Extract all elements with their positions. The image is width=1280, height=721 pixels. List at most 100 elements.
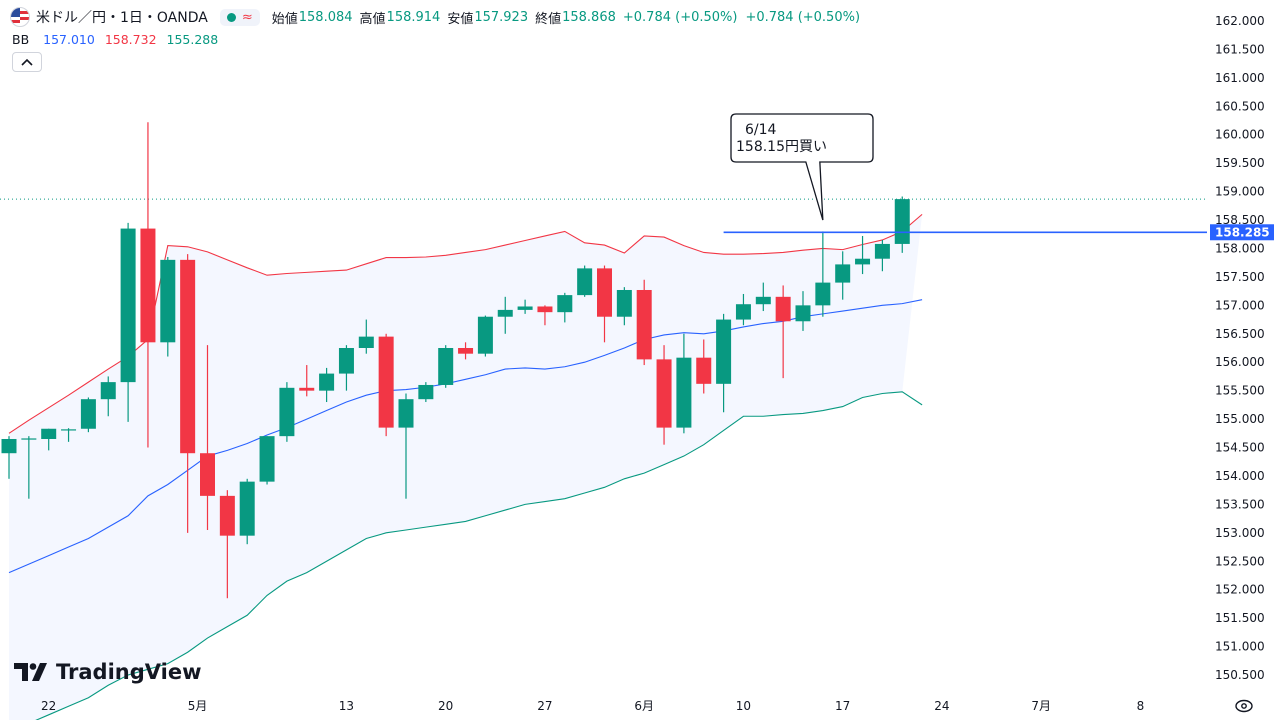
y-axis-tick-label: 158.500	[1215, 213, 1265, 227]
candle-body[interactable]	[676, 357, 692, 428]
currency-flag-icon	[10, 7, 30, 27]
y-axis-tick-label: 155.500	[1215, 384, 1265, 398]
high-label: 高値	[359, 11, 386, 27]
y-axis-tick-label: 154.500	[1215, 441, 1265, 455]
trade-callout[interactable]	[730, 113, 874, 221]
last-price-label: 158.285	[1215, 225, 1270, 239]
candle-body[interactable]	[656, 359, 672, 428]
y-axis-tick-label: 152.500	[1215, 554, 1265, 568]
chevron-up-icon	[21, 58, 33, 66]
candle-body[interactable]	[80, 399, 96, 429]
tradingview-logo[interactable]: TradingView	[14, 660, 201, 684]
tradingview-logo-icon	[14, 663, 47, 681]
market-status-pill[interactable]: ≈	[219, 8, 260, 26]
logo-text: TradingView	[56, 660, 202, 684]
last-price-label-box	[1210, 224, 1274, 241]
change-value-secondary: +0.784 (+0.50%)	[745, 9, 861, 25]
candle-body[interactable]	[855, 258, 871, 265]
candle-body[interactable]	[180, 259, 196, 454]
y-axis-tick-label: 157.000	[1215, 298, 1265, 312]
candle-body[interactable]	[299, 387, 315, 391]
bb-lower-line	[35, 391, 923, 720]
x-axis-tick-label: 24	[934, 699, 949, 713]
bb-lower-value: 155.288	[166, 32, 219, 47]
y-axis-tick-label: 161.000	[1215, 71, 1265, 85]
x-axis-tick-label: 13	[339, 699, 354, 713]
candle-body[interactable]	[597, 268, 612, 317]
bb-name: BB	[12, 32, 30, 47]
y-axis-tick-label: 154.000	[1215, 469, 1265, 483]
low-value: 157.923	[474, 9, 529, 25]
y-axis-tick-label: 151.000	[1215, 640, 1265, 654]
candle-body[interactable]	[775, 296, 791, 322]
gear-icon[interactable]	[1233, 696, 1255, 716]
open-value: 158.084	[298, 9, 353, 25]
high-value: 158.914	[386, 9, 441, 25]
close-label: 終値	[535, 11, 562, 27]
candle-body[interactable]	[517, 306, 533, 310]
candle-body[interactable]	[61, 429, 77, 431]
candle-body[interactable]	[716, 319, 732, 384]
candle-body[interactable]	[577, 268, 593, 296]
bb-indicator-legend[interactable]: BB 157.010 158.732 155.288	[12, 32, 218, 47]
candle-body[interactable]	[21, 438, 37, 440]
open-label: 始値	[271, 11, 298, 27]
candle-body[interactable]	[338, 348, 354, 374]
candle-body[interactable]	[200, 453, 215, 496]
candle-body[interactable]	[160, 259, 176, 343]
candle-body[interactable]	[497, 309, 513, 317]
x-axis-tick-label: 10	[736, 699, 751, 713]
candle-body[interactable]	[616, 289, 632, 317]
candle-body[interactable]	[438, 348, 454, 385]
candle-body[interactable]	[378, 336, 394, 428]
x-axis-tick-label: 6月	[634, 699, 654, 713]
y-axis-tick-label: 153.500	[1215, 497, 1265, 511]
x-axis-tick-label: 17	[835, 699, 850, 713]
candle-body[interactable]	[100, 382, 116, 400]
x-axis-tick-label: 20	[438, 699, 453, 713]
y-axis-tick-label: 158.000	[1215, 241, 1265, 255]
candle-body[interactable]	[477, 316, 493, 354]
candle-body[interactable]	[874, 243, 890, 259]
y-axis-tick-label: 159.500	[1215, 156, 1265, 170]
candle-body[interactable]	[259, 436, 275, 482]
y-axis-tick-label: 156.500	[1215, 327, 1265, 341]
bb-middle-line	[8, 299, 923, 574]
candle-body[interactable]	[636, 289, 652, 360]
candle-body[interactable]	[41, 428, 57, 439]
candle-body[interactable]	[418, 384, 434, 400]
candle-body[interactable]	[735, 304, 751, 320]
close-value: 158.868	[562, 9, 616, 25]
y-axis-tick-label: 156.000	[1215, 355, 1265, 369]
candle-body[interactable]	[696, 357, 712, 384]
low-label: 安値	[447, 11, 474, 27]
candle-body[interactable]	[1, 438, 17, 454]
x-axis-tick-label: 8	[1137, 699, 1145, 713]
candle-body[interactable]	[279, 387, 295, 437]
candle-body[interactable]	[815, 282, 831, 306]
x-axis-tick-label: 5月	[188, 699, 208, 713]
x-axis-tick-label: 27	[537, 699, 552, 713]
candle-body[interactable]	[537, 306, 553, 313]
candle-body[interactable]	[795, 305, 811, 322]
candle-body[interactable]	[239, 481, 255, 536]
candle-body[interactable]	[319, 373, 335, 391]
candle-body[interactable]	[140, 228, 156, 343]
x-axis-tick-label: 22	[41, 699, 56, 713]
candle-body[interactable]	[219, 495, 235, 536]
candle-body[interactable]	[557, 295, 573, 313]
settings-gear-icon	[1235, 699, 1253, 713]
candle-body[interactable]	[894, 199, 910, 244]
candle-body[interactable]	[398, 399, 414, 428]
candle-body[interactable]	[358, 336, 374, 348]
y-axis-tick-label: 157.500	[1215, 270, 1265, 284]
y-axis-tick-label: 162.000	[1215, 14, 1265, 28]
candle-body[interactable]	[835, 264, 851, 283]
candle-body[interactable]	[120, 228, 136, 383]
collapse-legend-button[interactable]	[12, 52, 42, 72]
candle-body[interactable]	[458, 348, 474, 354]
symbol-title[interactable]: 米ドル／円・1日・OANDA	[36, 10, 208, 26]
candle-body[interactable]	[755, 296, 771, 305]
y-axis-tick-label: 155.000	[1215, 412, 1265, 426]
